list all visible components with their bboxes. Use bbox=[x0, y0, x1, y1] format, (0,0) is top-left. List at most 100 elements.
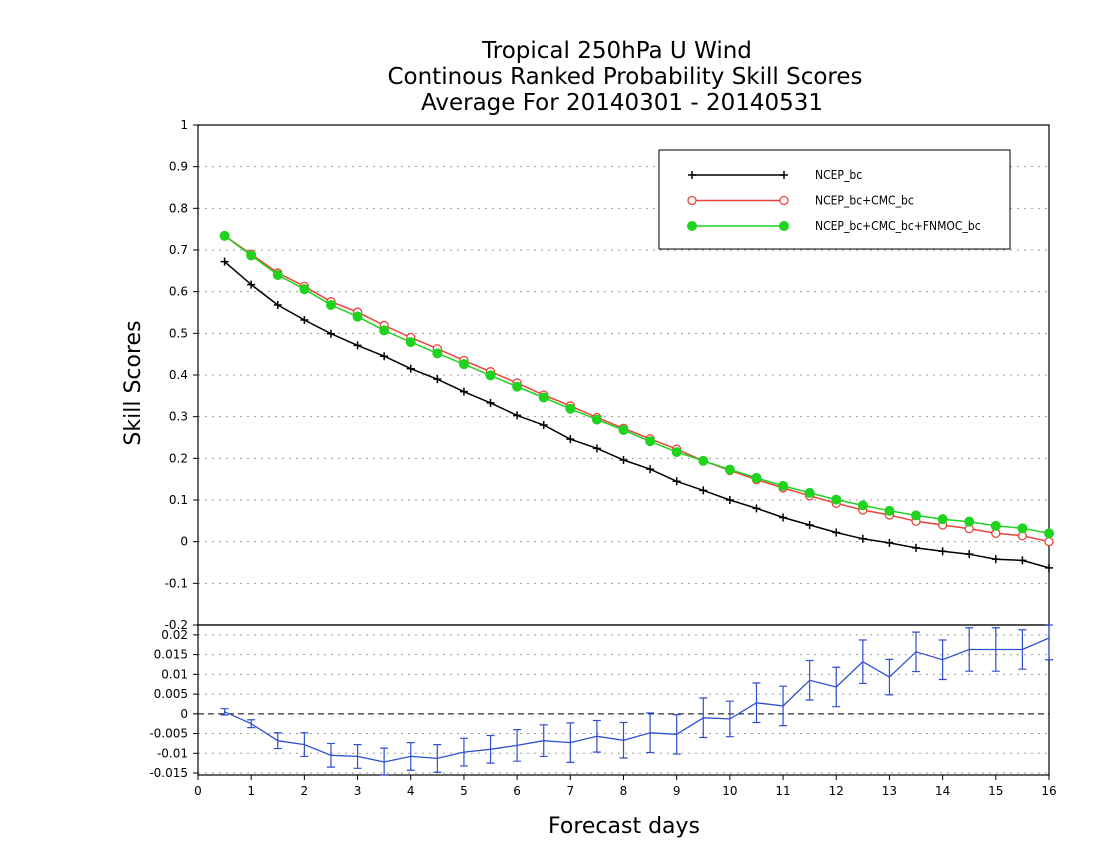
data-point bbox=[326, 329, 335, 338]
legend-box bbox=[658, 149, 1011, 250]
legend-marker bbox=[779, 195, 789, 206]
data-point bbox=[778, 480, 789, 491]
top-y-tick-label: -0.2 bbox=[165, 618, 188, 632]
bottom-y-tick-label: 0.005 bbox=[154, 687, 188, 701]
series-2 bbox=[219, 231, 1054, 547]
y-axis-label: Skill Scores bbox=[121, 320, 146, 445]
data-point bbox=[671, 447, 682, 458]
data-point bbox=[751, 472, 762, 483]
data-point bbox=[379, 325, 390, 336]
data-point bbox=[565, 403, 576, 414]
x-tick-label: 14 bbox=[935, 784, 950, 798]
top-y-tick-label: 0.6 bbox=[169, 285, 188, 299]
data-point bbox=[965, 550, 974, 559]
x-tick-label: 9 bbox=[673, 784, 681, 798]
error-bar bbox=[220, 708, 229, 716]
x-tick-label: 4 bbox=[407, 784, 415, 798]
legend-label: NCEP_bc bbox=[815, 168, 862, 182]
error-bar bbox=[380, 747, 389, 776]
title-line-1: Tropical 250hPa U Wind bbox=[481, 38, 752, 64]
data-point bbox=[566, 435, 575, 444]
error-bar bbox=[752, 682, 761, 724]
data-point bbox=[459, 387, 468, 396]
legend-marker bbox=[687, 221, 697, 231]
error-bar bbox=[1018, 629, 1027, 670]
legend-marker bbox=[780, 171, 788, 179]
data-point bbox=[380, 352, 389, 361]
x-tick-label: 7 bbox=[566, 784, 574, 798]
top-y-tick-label: 0.4 bbox=[169, 368, 188, 382]
error-bar bbox=[459, 737, 468, 767]
data-point bbox=[352, 311, 363, 322]
x-tick-label: 10 bbox=[722, 784, 737, 798]
error-bar bbox=[646, 712, 655, 754]
x-tick-label: 12 bbox=[829, 784, 844, 798]
error-bar bbox=[300, 732, 309, 758]
data-point bbox=[1045, 563, 1053, 572]
error-bar bbox=[592, 719, 601, 753]
data-point bbox=[964, 516, 975, 527]
x-tick-label: 0 bbox=[194, 784, 202, 798]
legend-marker bbox=[779, 221, 789, 231]
data-point bbox=[911, 510, 922, 521]
data-point bbox=[458, 359, 469, 370]
data-point bbox=[619, 456, 628, 464]
error-bar bbox=[433, 744, 442, 773]
x-tick-label: 16 bbox=[1041, 784, 1056, 798]
bottom-y-tick-label: -0.005 bbox=[149, 727, 188, 741]
error-bar bbox=[1045, 624, 1053, 661]
data-point bbox=[937, 514, 948, 525]
x-tick-label: 1 bbox=[247, 784, 255, 798]
top-y-tick-label: 0.7 bbox=[169, 243, 188, 257]
legend-marker bbox=[688, 171, 696, 179]
data-point bbox=[538, 392, 549, 403]
top-y-tick-label: 0 bbox=[180, 535, 188, 549]
data-point bbox=[485, 370, 496, 381]
data-point bbox=[885, 538, 894, 547]
x-tick-label: 2 bbox=[301, 784, 309, 798]
error-bar bbox=[858, 639, 867, 685]
series-line bbox=[224, 235, 1050, 543]
data-point bbox=[300, 316, 309, 324]
difference-line bbox=[224, 637, 1050, 763]
bottom-y-tick-label: -0.015 bbox=[149, 766, 188, 780]
data-point bbox=[618, 425, 629, 435]
data-point bbox=[646, 465, 655, 474]
bottom-y-tick-label: 0.015 bbox=[154, 648, 188, 662]
data-point bbox=[325, 300, 336, 310]
error-bar bbox=[247, 719, 256, 729]
error-bar bbox=[832, 666, 841, 708]
data-point bbox=[406, 364, 415, 373]
data-point bbox=[1017, 523, 1028, 534]
bottom-y-tick-label: -0.01 bbox=[157, 746, 188, 760]
error-bar bbox=[912, 631, 921, 673]
legend-label: NCEP_bc+CMC_bc+FNMOC_bc bbox=[815, 219, 981, 233]
x-tick-label: 13 bbox=[882, 784, 897, 798]
top-y-tick-label: 0.8 bbox=[169, 201, 188, 215]
data-point bbox=[698, 455, 709, 466]
error-bar bbox=[725, 700, 734, 738]
error-bar bbox=[273, 732, 282, 750]
data-point bbox=[832, 528, 841, 537]
bottom-y-tick-label: 0.01 bbox=[161, 667, 188, 681]
x-tick-label: 11 bbox=[775, 784, 790, 798]
error-bar bbox=[406, 742, 415, 771]
legend: NCEP_bc NCEP_bc+CMC_bc NCEP_bc+CMC_bc+FNMO… bbox=[658, 149, 1011, 250]
x-axis-label: Forecast days bbox=[548, 814, 700, 839]
error-bar bbox=[513, 729, 522, 762]
error-bar bbox=[991, 627, 1000, 672]
data-point bbox=[353, 341, 362, 350]
data-point bbox=[299, 284, 310, 295]
legend-label: NCEP_bc+CMC_bc bbox=[815, 194, 914, 208]
x-tick-label: 3 bbox=[354, 784, 362, 798]
legend-item-1: NCEP_bc bbox=[688, 168, 862, 182]
top-y-tick-label: 0.3 bbox=[169, 410, 188, 424]
error-bar bbox=[619, 721, 628, 759]
series-line bbox=[224, 261, 1050, 569]
data-point bbox=[858, 534, 867, 543]
error-bar bbox=[353, 744, 362, 769]
top-y-tick-label: 0.2 bbox=[169, 451, 188, 465]
data-point bbox=[672, 477, 681, 486]
top-y-tick-label: 0.9 bbox=[169, 160, 188, 174]
